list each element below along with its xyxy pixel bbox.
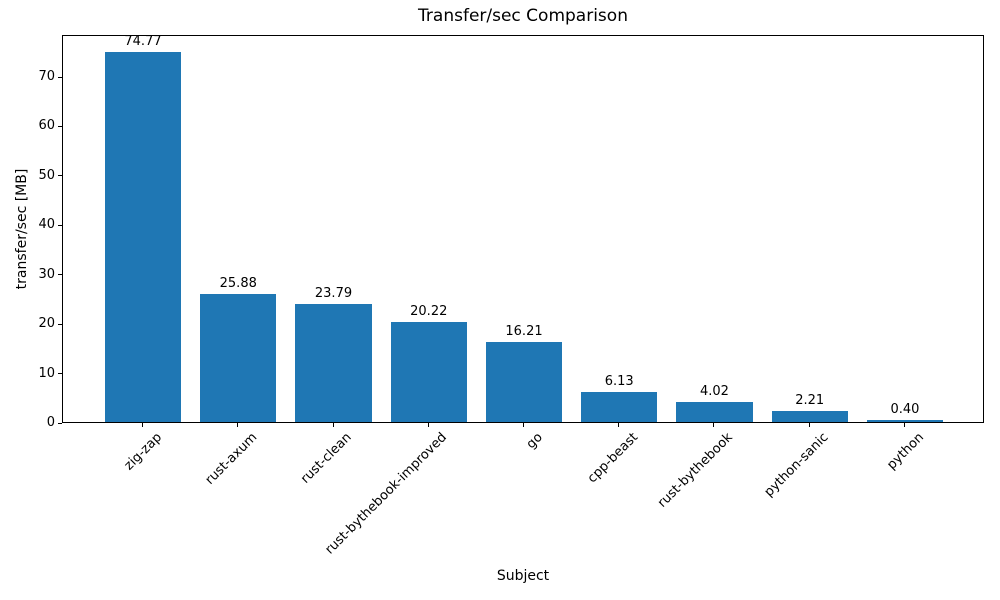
bar-value-label: 0.40 (890, 402, 920, 418)
y-tick-label: 20 (38, 316, 55, 332)
bar-value-label: 20.22 (410, 304, 448, 320)
x-tick-label: python-sanic (761, 430, 832, 500)
bar-cpp-beast (581, 391, 658, 422)
x-tick-label: rust-clean (298, 430, 356, 487)
y-tick (58, 224, 62, 226)
y-tick-label: 40 (38, 217, 55, 233)
y-tick-label: 30 (38, 266, 55, 282)
bar-zig-zap (104, 52, 182, 422)
x-tick-label: go (523, 430, 546, 453)
x-tick (618, 423, 620, 427)
y-tick (58, 175, 62, 177)
bar-value-label: 74.77 (124, 34, 162, 50)
bar-value-label: 16.21 (505, 323, 543, 339)
x-tick-label: zig-zap (121, 430, 165, 474)
x-tick-label: rust-bythebook (655, 430, 737, 511)
y-tick-label: 0 (46, 415, 55, 430)
y-tick-label: 50 (38, 167, 55, 183)
y-tick (58, 125, 62, 127)
y-tick-label: 10 (38, 365, 55, 381)
bar-rust-bythebook-improved (390, 322, 467, 422)
bar-value-label: 4.02 (700, 384, 729, 400)
bar-go (485, 341, 563, 422)
bar-value-label: 25.88 (219, 276, 257, 292)
y-tick (58, 76, 62, 78)
x-tick (903, 423, 905, 427)
y-tick-label: 60 (38, 118, 55, 134)
bar-rust-bythebook (676, 402, 753, 422)
y-tick (58, 422, 62, 424)
x-tick (332, 423, 334, 427)
x-tick (713, 423, 715, 427)
x-tick (427, 423, 429, 427)
bar-rust-axum (200, 294, 277, 422)
y-tick (58, 274, 62, 276)
y-tick (58, 323, 62, 325)
x-tick-label: cpp-beast (584, 430, 641, 487)
bar-python-sanic (771, 411, 848, 422)
x-tick-label: python (883, 430, 927, 473)
y-tick (58, 373, 62, 375)
y-tick-label: 70 (38, 69, 55, 85)
bar-rust-clean (295, 304, 372, 422)
x-tick (142, 423, 143, 427)
plot-area: 74.77 25.88 23.79 20.22 16.21 6.13 4.02 2.21 0.4… (62, 35, 984, 423)
bar-value-label: 23.79 (314, 286, 353, 302)
x-tick (523, 423, 524, 427)
x-tick (808, 423, 810, 427)
x-tick-label: rust-axum (202, 430, 260, 488)
bar-value-label: 6.13 (604, 373, 634, 389)
bar-value-label: 2.21 (795, 393, 825, 409)
bar-python (866, 420, 944, 422)
x-axis-title: Subject (496, 568, 550, 584)
x-tick (237, 423, 239, 427)
chart-title: Transfer/sec Comparison (418, 6, 628, 26)
